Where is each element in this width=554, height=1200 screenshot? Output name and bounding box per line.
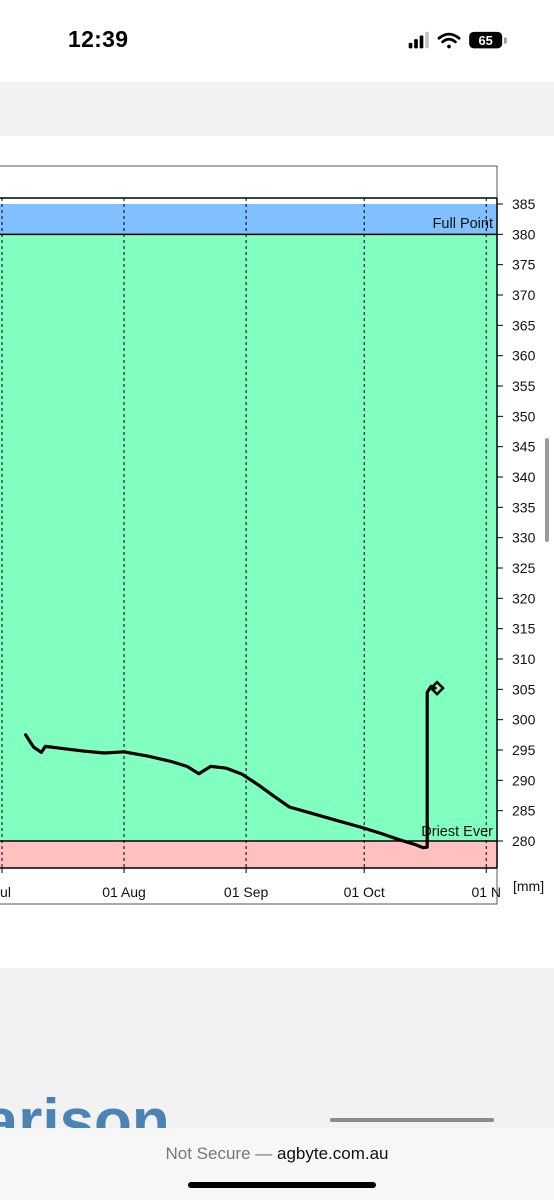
y-tick-label: 310: [512, 651, 536, 667]
status-time: 12:39: [68, 26, 129, 52]
url-display[interactable]: Not Secure — agbyte.com.au: [0, 1144, 554, 1164]
y-tick-label: 335: [512, 499, 536, 515]
y-tick-label: 370: [512, 287, 536, 303]
wifi-icon: [437, 32, 461, 49]
y-tick-label: 290: [512, 772, 536, 788]
status-icons: 65: [408, 31, 507, 49]
y-tick-label: 280: [512, 833, 536, 849]
y-tick-label: 360: [512, 348, 536, 364]
y-tick-label: 300: [512, 712, 536, 728]
series-line: [24, 684, 437, 850]
x-tick-label: 01 N: [471, 884, 501, 900]
sheet-handle[interactable]: [330, 1118, 494, 1122]
scroll-indicator[interactable]: [545, 438, 549, 542]
status-bar: 12:39 65: [0, 0, 554, 82]
y-tick-label: 385: [512, 196, 536, 212]
y-tick-label: 375: [512, 257, 536, 273]
x-tick-label: Jul: [0, 884, 11, 900]
x-tick-label: 01 Oct: [344, 884, 385, 900]
y-tick-label: 295: [512, 742, 536, 758]
band-label-full-point: Full Point: [433, 216, 493, 232]
band-normal: [0, 234, 497, 841]
y-tick-label: 305: [512, 681, 536, 697]
y-tick-label: 320: [512, 590, 536, 606]
y-tick-label: 345: [512, 439, 536, 455]
y-tick-label: 340: [512, 469, 536, 485]
band-driest-ever: [0, 841, 497, 868]
home-indicator[interactable]: [188, 1182, 376, 1188]
y-tick-label: 325: [512, 560, 536, 576]
band-full-point: [0, 204, 497, 235]
x-tick-label: 01 Aug: [102, 884, 146, 900]
url-host: agbyte.com.au: [276, 1144, 389, 1163]
chart-container: Full Point Driest Ever 280 285 290 295 300 305 3…: [0, 136, 554, 968]
security-label: Not Secure —: [165, 1144, 273, 1163]
y-tick-label: 315: [512, 621, 536, 637]
y-tick-label: 285: [512, 803, 536, 819]
band-label-driest-ever: Driest Ever: [421, 824, 493, 840]
x-tick-label: 01 Sep: [224, 884, 269, 900]
y-tick-label: 350: [512, 408, 536, 424]
y-tick-label: 365: [512, 317, 536, 333]
battery-icon: 65: [469, 31, 507, 49]
cellular-signal-icon: [408, 31, 429, 49]
latest-point-marker: [429, 680, 445, 696]
browser-address-bar[interactable]: [0, 1128, 554, 1200]
water-level-chart: Full Point Driest Ever 280 285 290 295 300 305 3…: [0, 165, 544, 905]
y-tick-label: 355: [512, 378, 536, 394]
y-axis-unit-label: [mm]: [513, 878, 544, 894]
y-tick-label: 380: [512, 226, 536, 242]
battery-level: 65: [479, 33, 493, 48]
y-tick-label: 330: [512, 530, 536, 546]
page-header-band: [0, 82, 554, 136]
